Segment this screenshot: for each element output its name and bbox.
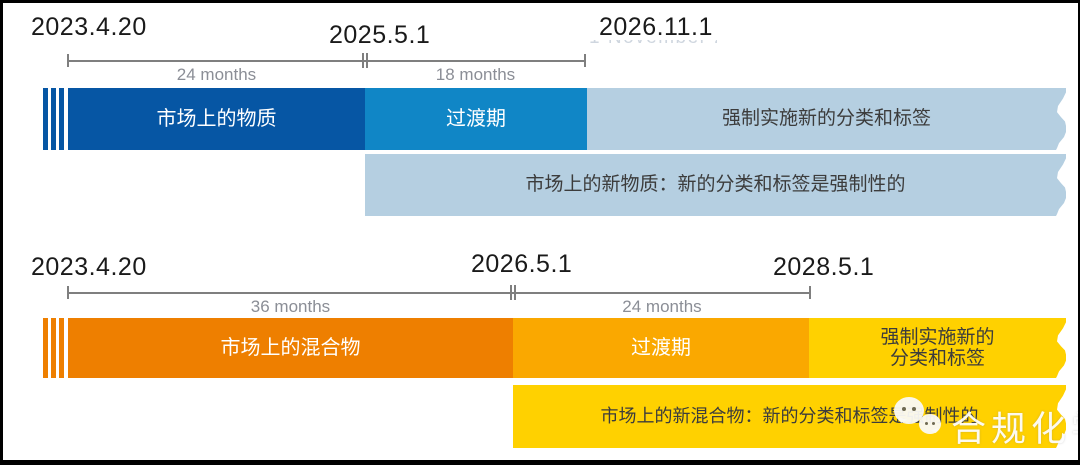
bar-mixtures-label: 市场上的混合物 bbox=[220, 336, 361, 359]
bar-substance-mandatory-label: 强制实施新的分类和标签 bbox=[721, 108, 931, 130]
top-date-2025-5-1: 2025.5.1 bbox=[329, 21, 431, 49]
bar-substance-transition-period: 过渡期 bbox=[365, 88, 587, 150]
bottom-tick-start bbox=[67, 286, 69, 299]
bar-new-substances: 市场上的新物质：新的分类和标签是强制性的 bbox=[365, 154, 1066, 216]
bar-substances-label: 市场上的物质 bbox=[156, 107, 277, 130]
top-duration-18-months: 18 months bbox=[435, 65, 516, 84]
bar-new-substances-label: 市场上的新物质：新的分类和标签是强制性的 bbox=[525, 174, 906, 196]
bottom-duration-36-months: 36 months bbox=[250, 297, 331, 316]
bar-substance-transition-label: 过渡期 bbox=[446, 107, 506, 130]
bottom-timeline-line bbox=[68, 292, 811, 294]
bar-mixtures-on-market: 市场上的混合物 bbox=[68, 318, 513, 378]
bottom-tick-mid-a bbox=[510, 285, 512, 300]
top-duration-24-months: 24 months bbox=[176, 65, 257, 84]
top-date-2026-11-1: 2026.11.1 bbox=[599, 13, 713, 41]
bar-mixture-transition-label: 过渡期 bbox=[631, 336, 691, 359]
bottom-date-2023-4-20: 2023.4.20 bbox=[31, 253, 147, 281]
top-tick-mid-a bbox=[362, 53, 364, 68]
watermark-brand: 合规化学 bbox=[951, 410, 1078, 449]
bottom-duration-24-months: 24 months bbox=[622, 297, 702, 316]
top-date-2023-4-20: 2023.4.20 bbox=[31, 13, 147, 41]
bottom-date-2028-5-1: 2028.5.1 bbox=[773, 253, 875, 281]
bar-mixture-mandatory-cl: 强制实施新的 分类和标签 bbox=[809, 318, 1066, 378]
faded-date-remnant: 1 November 2026 bbox=[589, 40, 717, 49]
top-tick-start bbox=[67, 54, 69, 67]
mandatory-line1: 强制实施新的 bbox=[880, 327, 995, 348]
top-timeline-line bbox=[68, 60, 586, 62]
bar-substances-on-market: 市场上的物质 bbox=[68, 88, 365, 150]
bottom-date-2026-5-1: 2026.5.1 bbox=[471, 250, 573, 278]
top-tick-mid-b bbox=[366, 53, 368, 68]
bottom-tick-mid-b bbox=[514, 285, 516, 300]
bar-new-mixtures: 市场上的新混合物：新的分类和标签是强制性的 bbox=[513, 385, 1066, 448]
bar-new-mixtures-label: 市场上的新混合物：新的分类和标签是强制性的 bbox=[600, 406, 979, 427]
top-tick-end bbox=[584, 54, 586, 67]
mandatory-line2: 分类和标签 bbox=[889, 348, 985, 369]
bar-mixture-mandatory-label: 强制实施新的 分类和标签 bbox=[880, 327, 994, 369]
bottom-tick-end bbox=[809, 286, 811, 299]
bar-mixture-transition-period: 过渡期 bbox=[513, 318, 809, 378]
bottom-bar-lead-stripes bbox=[43, 318, 65, 378]
wechat-bubble-small bbox=[919, 414, 942, 439]
top-bar-lead-stripes bbox=[43, 88, 65, 150]
bar-substance-mandatory-cl: 强制实施新的分类和标签 bbox=[587, 88, 1066, 150]
